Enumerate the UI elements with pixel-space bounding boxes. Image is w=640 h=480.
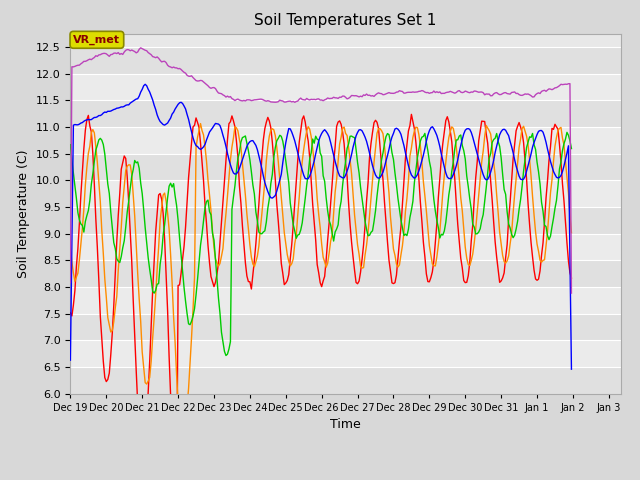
Bar bbox=[70, 100, 621, 127]
Bar bbox=[70, 73, 621, 100]
Bar bbox=[70, 367, 621, 394]
Bar bbox=[70, 154, 621, 180]
Bar bbox=[70, 180, 621, 207]
Bar bbox=[70, 287, 621, 313]
Legend: Tsoil -2cm, Tsoil -4cm, Tsoil -8cm, Tsoil -16cm, Tsoil -32cm: Tsoil -2cm, Tsoil -4cm, Tsoil -8cm, Tsoi… bbox=[106, 478, 585, 480]
Bar bbox=[70, 207, 621, 234]
Bar bbox=[70, 127, 621, 154]
Title: Soil Temperatures Set 1: Soil Temperatures Set 1 bbox=[255, 13, 436, 28]
Bar bbox=[70, 47, 621, 73]
X-axis label: Time: Time bbox=[330, 418, 361, 431]
Bar bbox=[70, 313, 621, 340]
Bar bbox=[70, 340, 621, 367]
Y-axis label: Soil Temperature (C): Soil Temperature (C) bbox=[17, 149, 30, 278]
Bar bbox=[70, 260, 621, 287]
Bar bbox=[70, 234, 621, 260]
Text: VR_met: VR_met bbox=[74, 35, 120, 45]
